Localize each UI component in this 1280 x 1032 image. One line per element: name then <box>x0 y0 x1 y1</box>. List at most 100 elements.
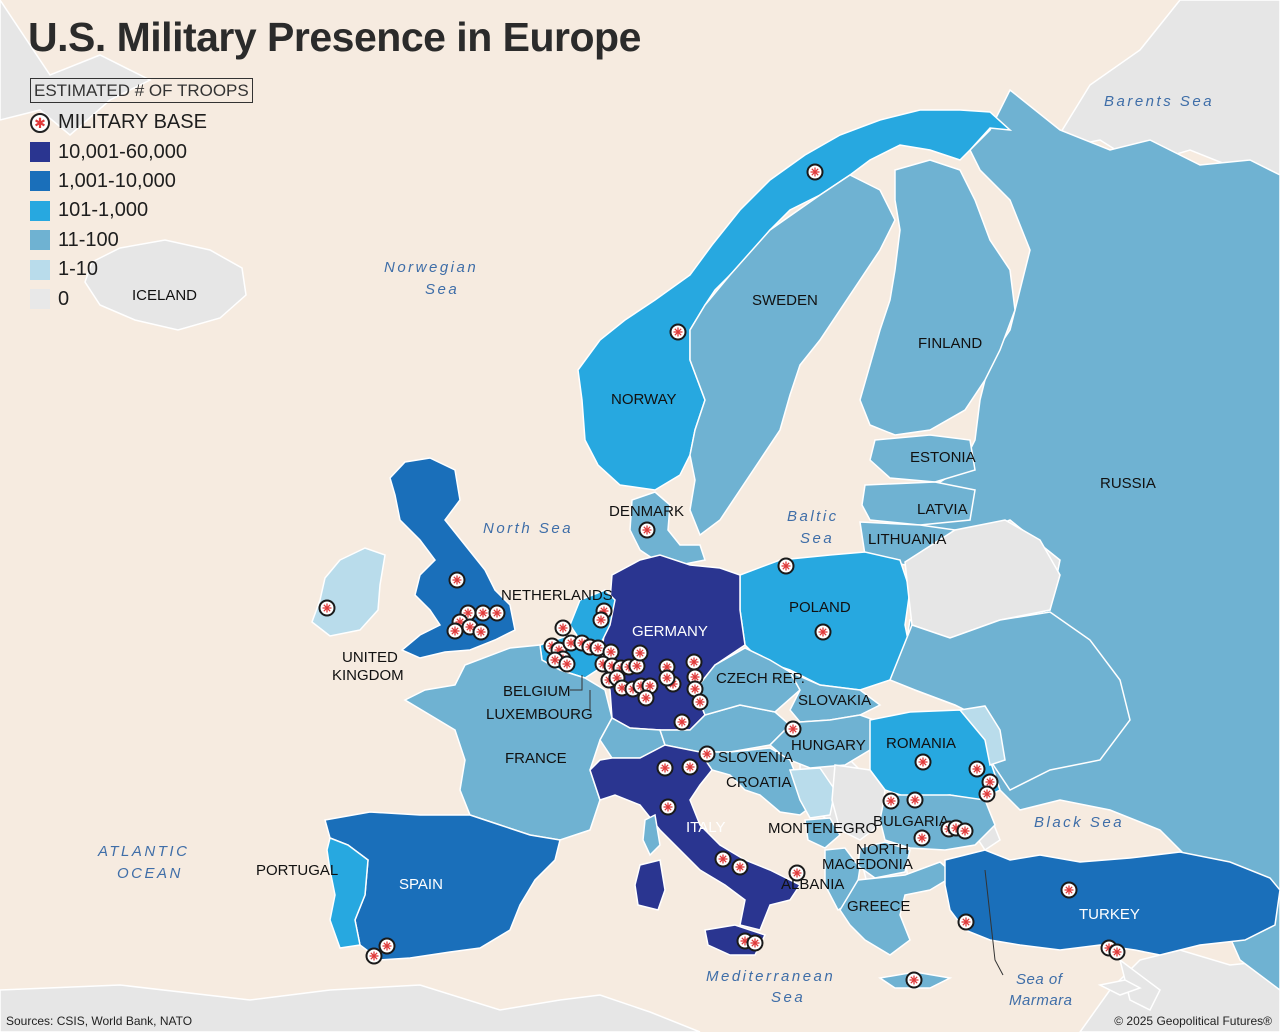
cyprus-shape <box>1097 979 1142 996</box>
label-greece: GREECE <box>847 898 910 915</box>
military-base-marker <box>659 798 677 816</box>
legend-label-tier-3: 101-1,000 <box>58 199 149 222</box>
military-base-marker <box>957 913 975 931</box>
greece-shape <box>839 861 957 956</box>
label-belgium: BELGIUM <box>503 683 571 700</box>
label-czech: CZECH REP. <box>716 670 805 687</box>
label-lithuania: LITHUANIA <box>868 531 946 548</box>
label-baltic-sea-line2: Sea <box>800 530 834 547</box>
military-base-marker <box>631 644 649 662</box>
iceland-shape <box>84 239 247 331</box>
legend-row-base: ✱ MILITARY BASE <box>30 108 207 137</box>
label-luxembourg: LUXEMBOURG <box>486 706 593 723</box>
military-base-marker <box>784 720 802 738</box>
military-base-marker <box>714 850 732 868</box>
military-base-marker <box>906 791 924 809</box>
legend-swatch-tier-5 <box>30 259 50 280</box>
legend-label-tier-5: 1-10 <box>58 258 99 281</box>
sweden-shape <box>689 174 896 537</box>
page-title: U.S. Military Presence in Europe <box>28 14 641 60</box>
label-bulgaria: BULGARIA <box>873 813 949 830</box>
legend-row-tier-2: 1,001-10,000 <box>30 167 207 196</box>
moldova-shape <box>958 705 1006 766</box>
label-sweden: SWEDEN <box>752 292 818 309</box>
label-slovenia: SLOVENIA <box>718 749 793 766</box>
legend-swatch-tier-1 <box>30 142 50 163</box>
slovenia-croatia-shape <box>698 747 822 816</box>
label-finland: FINLAND <box>918 335 982 352</box>
estonia-shape <box>869 434 976 483</box>
serbia-shape <box>831 764 886 841</box>
military-base-marker <box>378 937 396 955</box>
country-labels: ICELAND NORWAY SWEDEN FINLAND RUSSIA EST… <box>132 287 1156 923</box>
military-base-marker <box>658 669 676 687</box>
belarus-shape <box>904 519 1061 639</box>
label-atlantic-ocean-line1: ATLANTIC <box>97 843 189 860</box>
label-romania: ROMANIA <box>886 735 956 752</box>
label-albania: ALBANIA <box>781 876 844 893</box>
military-base-marker <box>681 758 699 776</box>
label-iceland: ICELAND <box>132 287 197 304</box>
military-base-marker <box>365 947 383 965</box>
military-base-marker <box>637 689 655 707</box>
military-base-marker <box>554 619 572 637</box>
legend-heading: ESTIMATED # OF TROOPS <box>30 78 253 103</box>
military-base-marker <box>691 693 709 711</box>
legend-label-tier-6: 0 <box>58 287 70 310</box>
label-sea-of-marmara-line2: Marmara <box>1009 992 1073 1009</box>
legend-row-tier-6: 0 <box>30 284 207 313</box>
denmark-shape <box>629 491 706 566</box>
portugal-shape <box>326 836 369 949</box>
latvia-shape <box>861 481 976 526</box>
legend: ✱ MILITARY BASE 10,001-60,000 1,001-10,0… <box>30 108 207 314</box>
label-croatia: CROATIA <box>726 774 792 791</box>
label-hungary: HUNGARY <box>791 737 866 754</box>
legend-swatch-tier-3 <box>30 200 50 221</box>
montenegro-shape <box>804 817 841 849</box>
military-base-marker <box>685 653 703 671</box>
italy-shape <box>589 744 802 931</box>
military-base-marker <box>882 792 900 810</box>
label-sea-of-marmara-line1: Sea of <box>1016 971 1064 988</box>
label-black-sea: Black Sea <box>1034 814 1124 831</box>
label-estonia: ESTONIA <box>910 449 976 466</box>
military-bases <box>318 163 1126 989</box>
military-base-marker <box>448 571 466 589</box>
military-base-marker <box>592 611 610 629</box>
sea-labels: Barents Sea Norwegian Sea North Sea Balt… <box>97 93 1212 1009</box>
label-denmark: DENMARK <box>609 503 684 520</box>
military-base-marker <box>746 934 764 952</box>
label-mediterranean-sea-line1: Mediterranean <box>706 968 835 985</box>
ukraine-shape <box>889 611 1131 791</box>
label-north-sea: North Sea <box>483 520 573 537</box>
label-italy: ITALY <box>686 819 725 836</box>
military-base-marker <box>673 713 691 731</box>
military-base-marker <box>558 655 576 673</box>
label-netherlands: NETHERLANDS <box>501 587 613 604</box>
label-russia: RUSSIA <box>1100 475 1156 492</box>
corsica-shape <box>642 813 661 857</box>
military-base-icon: ✱ <box>30 112 50 133</box>
copyright-note: © 2025 Geopolitical Futures® <box>1114 1014 1272 1028</box>
military-base-marker <box>698 745 716 763</box>
military-base-marker <box>814 623 832 641</box>
legend-swatch-tier-6 <box>30 289 50 310</box>
france-shape <box>403 644 613 841</box>
sardinia-shape <box>634 859 666 911</box>
legend-row-tier-4: 11-100 <box>30 226 207 255</box>
military-base-marker <box>978 785 996 803</box>
military-base-marker <box>686 680 704 698</box>
label-uk-line1: UNITED <box>342 649 398 666</box>
legend-label-tier-4: 11-100 <box>58 228 119 251</box>
legend-swatch-tier-2 <box>30 171 50 192</box>
military-base-marker <box>806 163 824 181</box>
label-baltic-sea-line1: Baltic <box>787 508 839 525</box>
label-norway: NORWAY <box>611 391 677 408</box>
label-latvia: LATVIA <box>917 501 968 518</box>
legend-label-tier-2: 1,001-10,000 <box>58 169 176 192</box>
military-base-marker <box>905 971 923 989</box>
military-base-marker <box>638 521 656 539</box>
military-base-marker <box>474 604 492 622</box>
military-base-marker <box>446 622 464 640</box>
